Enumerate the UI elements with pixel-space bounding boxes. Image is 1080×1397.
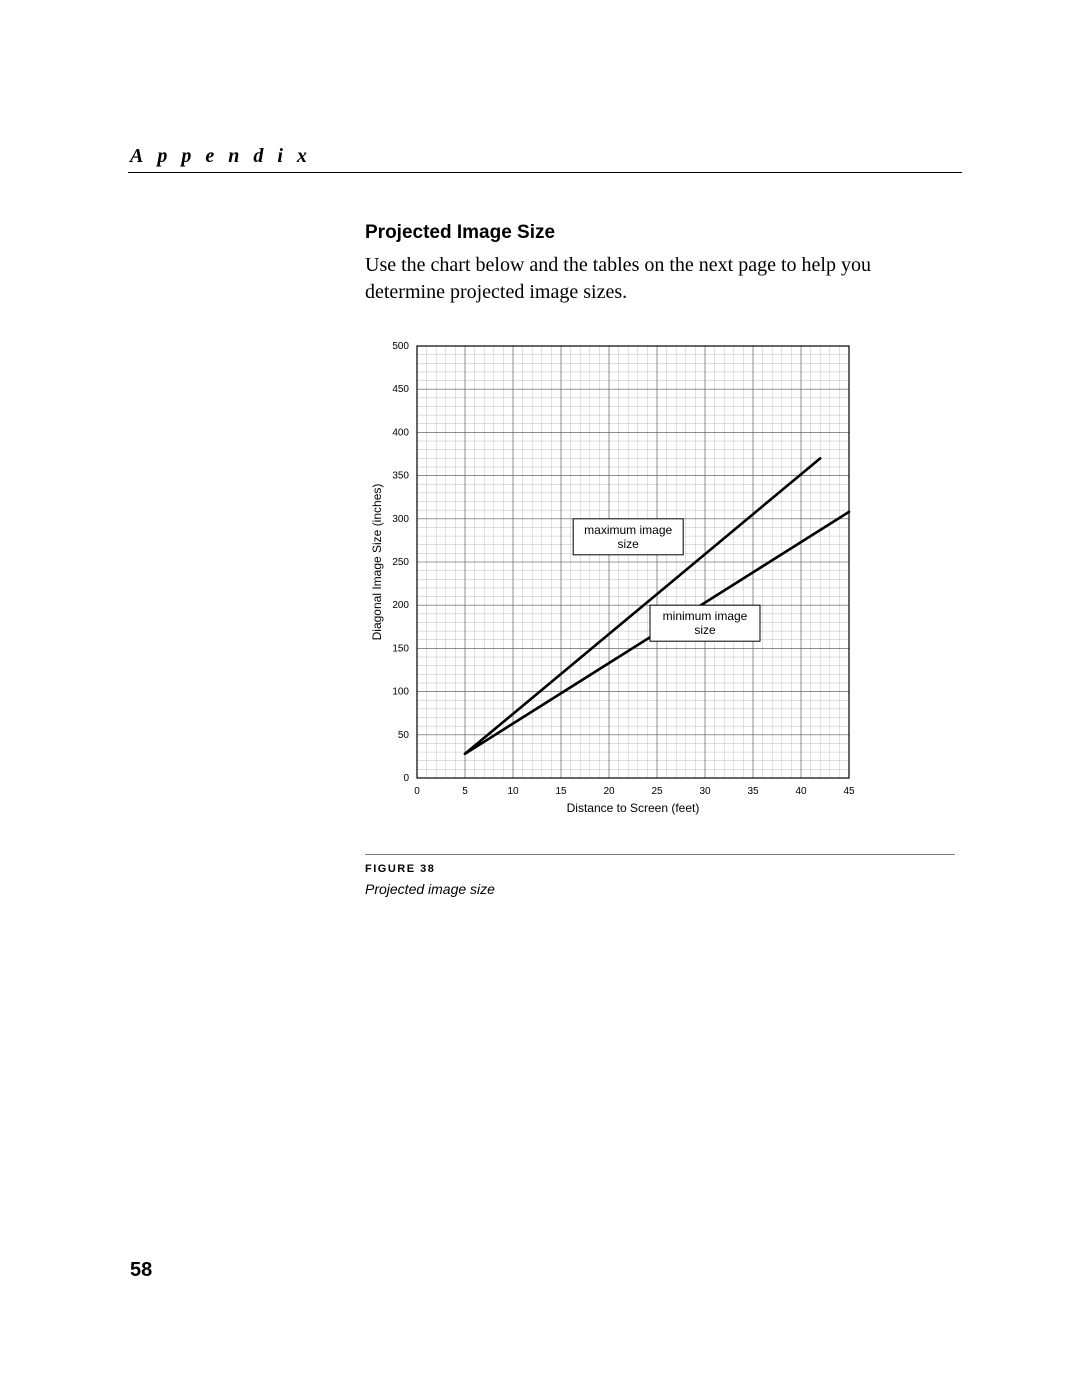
svg-text:45: 45 — [843, 786, 855, 797]
figure-rule — [365, 854, 955, 855]
figure-label: FIGURE 38 — [365, 863, 955, 875]
svg-text:30: 30 — [699, 786, 711, 797]
svg-text:300: 300 — [392, 514, 409, 525]
figure-caption: Projected image size — [365, 881, 955, 897]
chart-container: 0510152025303540450501001502002503003504… — [365, 338, 955, 838]
svg-text:50: 50 — [398, 730, 410, 741]
svg-text:size: size — [694, 623, 716, 637]
svg-text:Distance to Screen (feet): Distance to Screen (feet) — [567, 801, 700, 815]
svg-text:20: 20 — [603, 786, 615, 797]
svg-text:100: 100 — [392, 687, 409, 698]
page-number: 58 — [130, 1259, 152, 1282]
body-paragraph: Use the chart below and the tables on th… — [365, 252, 955, 306]
svg-text:minimum image: minimum image — [663, 609, 748, 623]
svg-text:350: 350 — [392, 471, 409, 482]
svg-text:15: 15 — [555, 786, 567, 797]
svg-text:500: 500 — [392, 341, 409, 352]
svg-text:5: 5 — [462, 786, 468, 797]
header-rule — [128, 172, 962, 173]
svg-text:0: 0 — [403, 773, 409, 784]
svg-text:400: 400 — [392, 427, 409, 438]
section-title: Projected Image Size — [365, 222, 955, 244]
svg-text:25: 25 — [651, 786, 663, 797]
svg-text:450: 450 — [392, 384, 409, 395]
svg-text:200: 200 — [392, 600, 409, 611]
svg-text:size: size — [618, 537, 640, 551]
page: Appendix Projected Image Size Use the ch… — [0, 0, 1080, 1397]
svg-text:10: 10 — [507, 786, 519, 797]
svg-text:150: 150 — [392, 643, 409, 654]
svg-text:250: 250 — [392, 557, 409, 568]
content-column: Projected Image Size Use the chart below… — [365, 222, 955, 897]
chart-svg: 0510152025303540450501001502002503003504… — [365, 338, 860, 838]
svg-text:maximum image: maximum image — [584, 523, 672, 537]
svg-text:0: 0 — [414, 786, 420, 797]
svg-text:35: 35 — [747, 786, 759, 797]
running-head: Appendix — [130, 145, 321, 168]
svg-text:Diagonal Image Size (inches): Diagonal Image Size (inches) — [370, 484, 384, 641]
svg-text:40: 40 — [795, 786, 807, 797]
